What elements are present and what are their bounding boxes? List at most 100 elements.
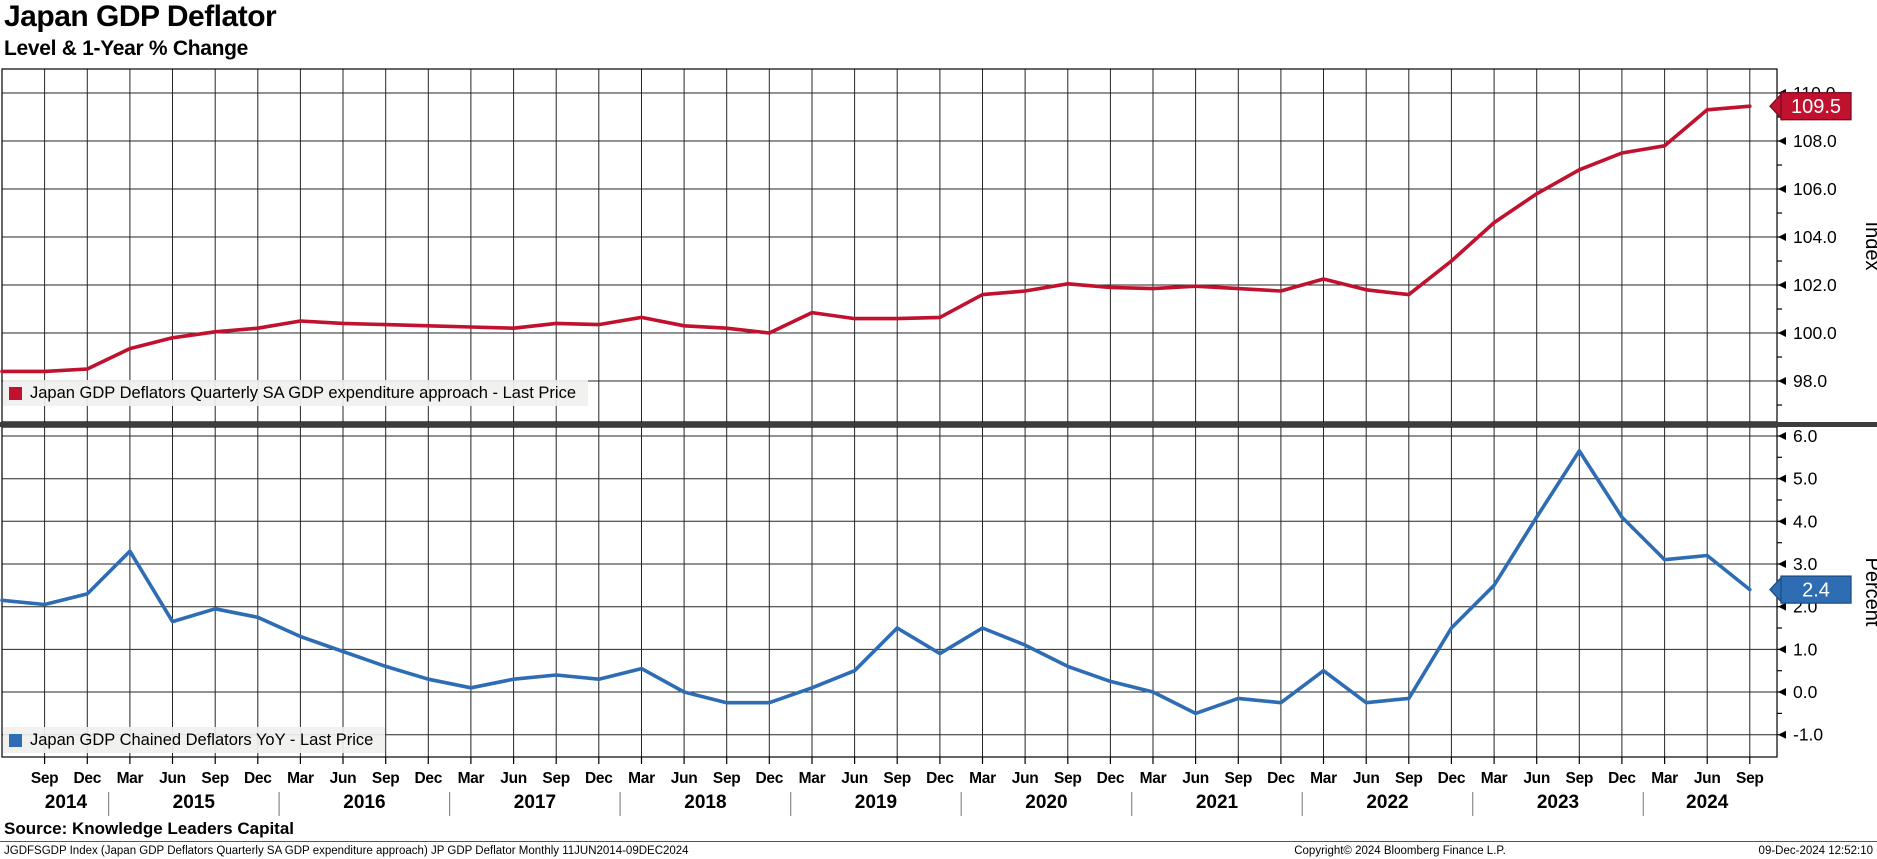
x-axis-month-label: Sep bbox=[1395, 770, 1423, 787]
legend-yoy-series[interactable]: Japan GDP Chained Deflators YoY - Last P… bbox=[3, 727, 386, 753]
x-axis-year-label: 2017 bbox=[514, 792, 556, 813]
legend-label-yoy: Japan GDP Chained Deflators YoY - Last P… bbox=[30, 730, 374, 749]
y-axis-title: Percent bbox=[1861, 558, 1877, 627]
x-axis-month-label: Sep bbox=[542, 770, 570, 787]
x-axis-month-label: Dec bbox=[756, 770, 784, 787]
legend-index-series[interactable]: Japan GDP Deflators Quarterly SA GDP exp… bbox=[3, 380, 588, 406]
x-axis-month-label: Jun bbox=[1012, 770, 1039, 787]
y-axis-tick-label: 6.0 bbox=[1793, 426, 1818, 446]
x-axis-month-label: Sep bbox=[883, 770, 911, 787]
x-axis-year-label: 2023 bbox=[1537, 792, 1579, 813]
y-axis-major-tick bbox=[1778, 185, 1786, 193]
legend-swatch-blue bbox=[9, 733, 22, 747]
x-axis-month-label: Jun bbox=[330, 770, 357, 787]
x-axis-year-label: 2019 bbox=[855, 792, 897, 813]
y-axis-major-tick bbox=[1778, 432, 1786, 440]
y-axis-major-tick bbox=[1778, 645, 1786, 654]
ticker-description: JGDFSGDP Index (Japan GDP Deflators Quar… bbox=[4, 845, 689, 857]
panel-border bbox=[1, 426, 1778, 758]
copyright-notice: Copyright© 2024 Bloomberg Finance L.P. bbox=[1294, 845, 1506, 857]
y-axis-tick-label: 104.0 bbox=[1793, 227, 1837, 247]
y-axis-major-tick bbox=[1778, 377, 1786, 385]
y-axis-tick-label: 108.0 bbox=[1793, 131, 1837, 151]
badge-value: 109.5 bbox=[1791, 96, 1841, 118]
terminal-info-bar: JGDFSGDP Index (Japan GDP Deflators Quar… bbox=[0, 841, 1877, 859]
y-axis-tick-label: 4.0 bbox=[1793, 511, 1818, 531]
last-price-badge-percent: 2.4 bbox=[1769, 574, 1852, 605]
x-axis-month-label: Mar bbox=[628, 770, 655, 787]
x-axis-year-label: 2015 bbox=[173, 792, 216, 813]
x-axis-month-label: Sep bbox=[1054, 770, 1082, 787]
y-axis-tick-label: 5.0 bbox=[1793, 469, 1818, 489]
x-axis-month-label: Mar bbox=[1651, 770, 1678, 787]
x-axis-month-label: Jun bbox=[500, 770, 527, 787]
x-axis-month-label: Dec bbox=[415, 770, 443, 787]
badge-box bbox=[1780, 575, 1852, 604]
x-axis-month-label: Sep bbox=[31, 770, 59, 787]
panel-separator bbox=[0, 422, 1877, 427]
x-axis-month-label: Mar bbox=[458, 770, 485, 787]
y-axis-tick-label: 1.0 bbox=[1793, 639, 1818, 659]
source-line: Source: Knowledge Leaders Capital bbox=[4, 819, 295, 838]
y-axis-major-tick bbox=[1778, 233, 1786, 241]
x-axis-month-label: Jun bbox=[671, 770, 698, 787]
x-axis-month-label: Mar bbox=[1140, 770, 1167, 787]
x-axis: Sep Dec Mar Jun Sep Dec Mar Jun Sep Dec Mar Jun Sep D… bbox=[31, 757, 1764, 816]
x-axis-month-label: Mar bbox=[287, 770, 314, 787]
x-axis-month-label: Dec bbox=[926, 770, 954, 787]
x-axis-month-label: Sep bbox=[1736, 770, 1764, 787]
badge-arrow bbox=[1769, 91, 1783, 121]
x-axis-month-label: Sep bbox=[201, 770, 229, 787]
y-axis-major-tick bbox=[1778, 137, 1786, 145]
page-subtitle: Level & 1-Year % Change bbox=[4, 37, 249, 60]
y-axis-tick-label: 0.0 bbox=[1793, 682, 1818, 702]
y-axis-major-tick bbox=[1778, 517, 1786, 526]
x-axis-month-label: Dec bbox=[1267, 770, 1295, 787]
x-axis-month-label: Jun bbox=[1694, 770, 1721, 787]
x-axis-month-label: Dec bbox=[244, 770, 272, 787]
x-axis-month-label: Jun bbox=[1523, 770, 1550, 787]
y-axis-major-tick bbox=[1778, 474, 1786, 483]
x-axis-month-label: Dec bbox=[1438, 770, 1466, 787]
x-axis-month-label: Sep bbox=[372, 770, 400, 787]
x-axis-month-label: Mar bbox=[117, 770, 144, 787]
page-title: Japan GDP Deflator bbox=[4, 0, 277, 33]
legend-label-index: Japan GDP Deflators Quarterly SA GDP exp… bbox=[30, 383, 576, 402]
x-axis-month-label: Jun bbox=[159, 770, 186, 787]
y-axis-major-tick bbox=[1778, 602, 1786, 611]
y-axis-major-tick bbox=[1778, 688, 1786, 697]
y-axis-major-tick bbox=[1778, 281, 1786, 289]
x-axis-month-label: Mar bbox=[1481, 770, 1508, 787]
y-axis-tick-label: 100.0 bbox=[1793, 323, 1837, 343]
y-axis-title: Index bbox=[1861, 222, 1877, 271]
last-price-badge-index: 109.5 bbox=[1769, 91, 1852, 121]
x-axis-month-label: Dec bbox=[74, 770, 102, 787]
panel-index: 98.0100.0102.0104.0106.0108.0110.0Index1… bbox=[0, 68, 1877, 423]
y-axis-major-tick bbox=[1778, 560, 1786, 569]
y-axis-tick-label: -1.0 bbox=[1793, 725, 1823, 745]
x-axis-month-label: Sep bbox=[1566, 770, 1594, 787]
x-axis-year-label: 2014 bbox=[45, 792, 88, 813]
x-axis-month-label: Jun bbox=[1182, 770, 1209, 787]
x-axis-month-label: Mar bbox=[799, 770, 826, 787]
x-axis-year-label: 2016 bbox=[343, 792, 385, 813]
x-axis-year-label: 2022 bbox=[1366, 792, 1408, 813]
x-axis-year-label: 2024 bbox=[1686, 792, 1729, 813]
x-axis-year-label: 2021 bbox=[1196, 792, 1239, 813]
x-axis-month-label: Jun bbox=[841, 770, 868, 787]
x-axis-month-label: Dec bbox=[1608, 770, 1636, 787]
y-axis-tick-label: 106.0 bbox=[1793, 179, 1837, 199]
x-axis-month-label: Jun bbox=[1353, 770, 1380, 787]
badge-arrow bbox=[1769, 574, 1783, 605]
x-axis-month-label: Sep bbox=[713, 770, 741, 787]
y-axis-major-tick bbox=[1778, 329, 1786, 337]
legend-swatch-red bbox=[9, 386, 22, 400]
x-axis-month-label: Mar bbox=[1310, 770, 1337, 787]
x-axis-month-label: Sep bbox=[1225, 770, 1253, 787]
badge-box bbox=[1780, 92, 1852, 121]
panel-border bbox=[1, 68, 1778, 423]
y-axis-major-tick bbox=[1778, 730, 1786, 739]
